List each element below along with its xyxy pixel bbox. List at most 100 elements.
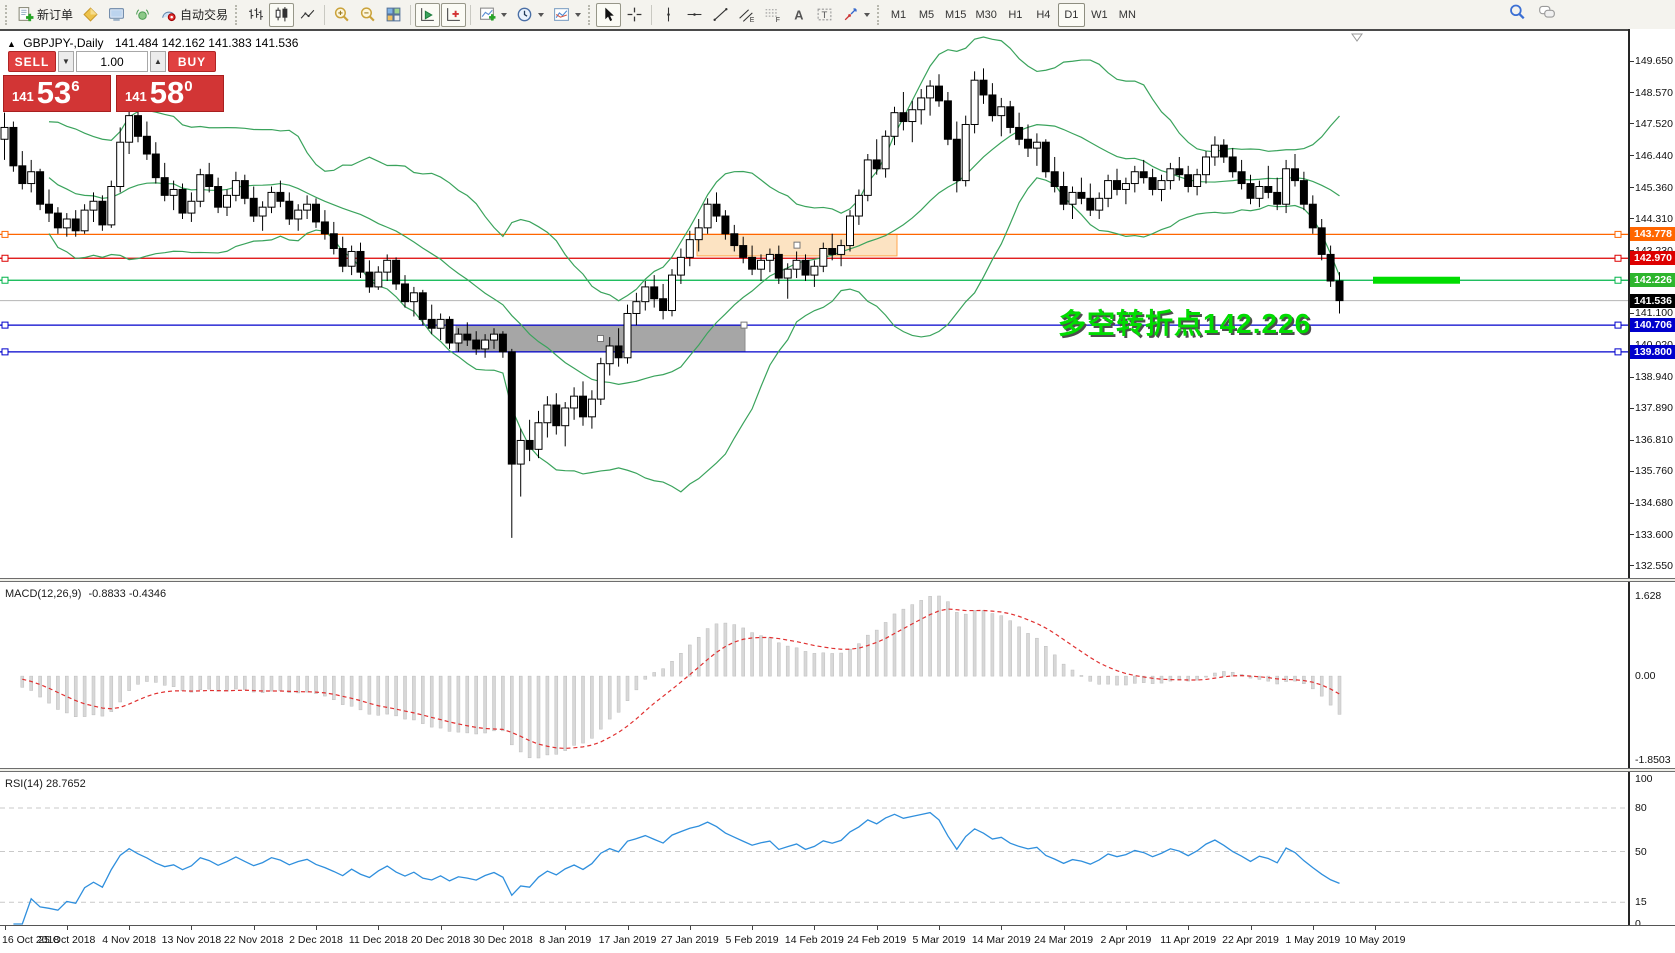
new-order-label: 新订单	[37, 8, 74, 22]
tab-timeframe-M5[interactable]: M5	[918, 8, 935, 21]
arrows-dropdown-caret[interactable]	[864, 12, 871, 17]
candlestick-chart-icon	[273, 6, 290, 23]
candlestick-chart-button[interactable]	[269, 2, 295, 27]
macd-histogram	[20, 595, 1342, 759]
buy-price-box[interactable]: 141 58 0	[116, 75, 224, 112]
tab-timeframe-W1[interactable]: W1	[1091, 8, 1108, 21]
date-tick-mark	[814, 926, 816, 930]
text-label-button[interactable]: T	[812, 3, 837, 27]
date-tick-mark	[939, 926, 940, 930]
tile-windows-icon	[385, 6, 402, 23]
auto-trading-button[interactable]: 自动交易	[156, 3, 232, 27]
main-chart-canvas	[0, 33, 1628, 538]
price-tick-label: 133.600	[1635, 528, 1673, 541]
date-label: 14 Feb 2019	[784, 934, 844, 946]
auto-scroll-button[interactable]	[415, 2, 441, 27]
collapse-triangle-icon[interactable]: ▲	[7, 39, 16, 49]
indicators-icon	[479, 6, 496, 23]
date-tick-mark	[689, 926, 691, 930]
new-order-button[interactable]: 新订单	[13, 3, 77, 27]
text-button[interactable]: A	[786, 3, 811, 27]
periods-button[interactable]	[512, 3, 548, 27]
rsi-line	[13, 811, 1340, 925]
search-icon[interactable]	[1508, 3, 1526, 26]
date-label: 10 May 2019	[1344, 934, 1406, 946]
timeframe-group: M1 M5 M15 M30 H1 H4 D1 W1 MN	[885, 2, 1141, 27]
bollinger-band	[48, 36, 1340, 302]
auto-scroll-icon	[419, 6, 436, 23]
date-label: 24 Feb 2019	[847, 934, 907, 946]
price-tick-mark	[1630, 155, 1634, 157]
date-axis[interactable]: 16 Oct 2018 25 Oct 2018 4 Nov 2018 13 Nov 2…	[0, 925, 1675, 953]
terminal-button[interactable]	[104, 3, 129, 27]
macd-axis-zero: 0.00	[1635, 670, 1656, 683]
date-label: 13 Nov 2018	[161, 934, 222, 946]
tab-timeframe-H4[interactable]: H4	[1036, 8, 1051, 21]
macd-pane: MACD(12,26,9) -0.8833 -0.4346	[0, 582, 1628, 768]
bar-chart-button[interactable]	[243, 3, 268, 27]
price-tag-143.778: 143.778	[1630, 227, 1675, 242]
date-tick-mark	[502, 926, 504, 930]
crosshair-button[interactable]	[622, 3, 647, 27]
macd-axis-min: -1.8503	[1635, 754, 1671, 766]
pane-splitter[interactable]	[0, 578, 1675, 582]
tab-timeframe-H1[interactable]: H1	[1008, 8, 1023, 21]
volume-decrease-button[interactable]: ▼	[58, 51, 74, 72]
buy-price-big: 58	[149, 75, 185, 110]
chart-shift-button[interactable]	[441, 2, 467, 27]
rsi-pane: RSI(14) 28.7652	[0, 772, 1628, 925]
vertical-line-button[interactable]	[656, 3, 681, 27]
chat-icon[interactable]	[1538, 3, 1556, 26]
fibonacci-button[interactable]: F	[760, 3, 785, 27]
tab-timeframe-D1[interactable]: D1	[1057, 2, 1085, 27]
line-chart-button[interactable]	[295, 3, 320, 27]
volume-increase-button[interactable]: ▲	[150, 51, 166, 72]
price-tick-mark	[1630, 565, 1634, 567]
indicators-button[interactable]	[475, 3, 511, 27]
channel-button[interactable]: E	[734, 3, 759, 27]
cursor-button[interactable]	[596, 2, 622, 27]
tab-timeframe-M1[interactable]: M1	[890, 8, 907, 21]
template-dropdown-caret[interactable]	[575, 12, 582, 17]
equidistant-channel-icon: E	[738, 6, 755, 23]
indicators-dropdown-caret[interactable]	[501, 12, 508, 17]
date-tick-mark	[253, 926, 255, 930]
trendline-button[interactable]	[708, 3, 733, 27]
green-highlight-bar	[1373, 276, 1460, 284]
sell-button[interactable]: SELL	[8, 51, 56, 72]
quotes-button[interactable]	[78, 3, 103, 27]
date-tick-mark	[1001, 926, 1003, 930]
date-label: 17 Jan 2019	[598, 934, 657, 946]
zoom-in-button[interactable]	[329, 3, 354, 27]
tile-windows-button[interactable]	[381, 3, 406, 27]
date-tick-mark	[316, 926, 317, 930]
zoom-out-icon	[359, 6, 376, 23]
date-label: 2 Apr 2019	[1100, 934, 1152, 946]
zoom-out-button[interactable]	[355, 3, 380, 27]
tab-timeframe-MN[interactable]: MN	[1118, 8, 1136, 21]
volume-input[interactable]	[76, 51, 148, 72]
svg-text:F: F	[776, 17, 780, 23]
pane-splitter[interactable]	[0, 768, 1675, 772]
horizontal-line-icon	[686, 6, 703, 23]
sell-price-box[interactable]: 141 53 6	[3, 75, 111, 112]
signal-button[interactable]	[130, 3, 155, 27]
toolbar-grip	[877, 4, 880, 25]
price-axis[interactable]: 149.650 148.570 147.520 146.440 145.360 144.3…	[1628, 29, 1675, 930]
price-tick-label: 137.890	[1635, 402, 1673, 415]
price-tick-mark	[1630, 502, 1634, 504]
template-button[interactable]	[549, 3, 585, 27]
price-tick-label: 144.310	[1635, 212, 1673, 225]
price-tick-mark	[1630, 376, 1634, 378]
horizontal-line-button[interactable]	[682, 3, 707, 27]
rsi-axis-label: 0	[1635, 918, 1641, 930]
symbol-period-label: GBPJPY-,Daily	[23, 36, 104, 50]
arrows-button[interactable]	[838, 3, 874, 27]
tab-timeframe-M15[interactable]: M15	[945, 8, 967, 21]
date-label: 1 May 2019	[1285, 934, 1341, 946]
tab-timeframe-M30[interactable]: M30	[975, 8, 997, 21]
buy-button[interactable]: BUY	[168, 51, 216, 72]
periods-dropdown-caret[interactable]	[538, 12, 545, 17]
date-tick-mark	[1250, 926, 1252, 930]
